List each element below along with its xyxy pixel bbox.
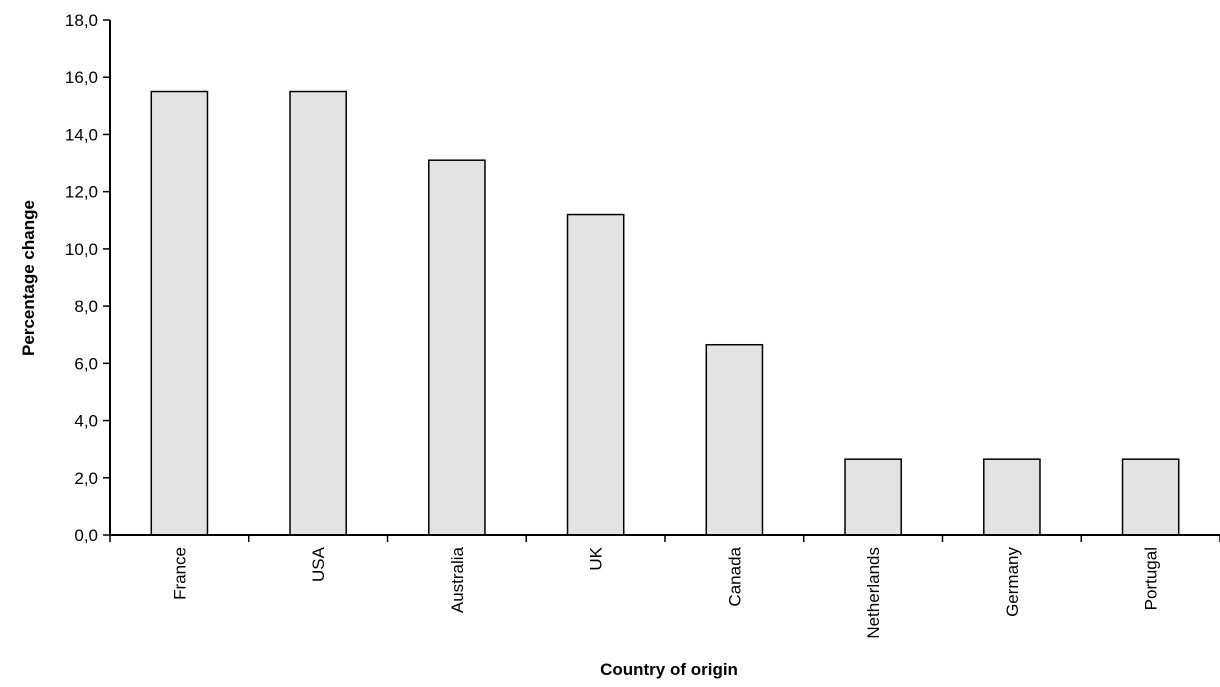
x-category-label: France — [170, 547, 189, 600]
x-category-label: Australia — [448, 546, 467, 613]
x-category-label: Germany — [1003, 547, 1022, 617]
x-category-label: UK — [587, 546, 606, 570]
bar-france — [150, 90, 209, 536]
bar-australia — [428, 159, 486, 536]
bar-portugal — [1121, 458, 1180, 536]
bar-germany — [983, 458, 1041, 536]
x-category-label: Netherlands — [864, 547, 883, 639]
y-tick-label: 10,0 — [65, 240, 98, 259]
y-tick-label: 0,0 — [74, 526, 98, 545]
y-tick-label: 16,0 — [65, 68, 98, 87]
bar-usa — [289, 90, 347, 536]
x-category-label: Portugal — [1142, 547, 1161, 610]
y-tick-label: 2,0 — [74, 469, 98, 488]
bar-uk — [566, 213, 625, 536]
y-tick-label: 14,0 — [65, 125, 98, 144]
x-category-label: Canada — [725, 546, 744, 606]
bar-canada — [705, 343, 764, 536]
y-tick-label: 12,0 — [65, 183, 98, 202]
y-axis-title: Percentage change — [19, 200, 38, 356]
y-tick-label: 6,0 — [74, 354, 98, 373]
y-tick-label: 4,0 — [74, 412, 98, 431]
bars-group — [150, 90, 1180, 536]
axes-group — [109, 20, 1220, 536]
bar-netherlands — [844, 458, 902, 536]
y-tick-label: 8,0 — [74, 297, 98, 316]
x-ticks-group: France USA Australia UK Canada Netherlands Ger… — [109, 535, 1220, 639]
y-ticks-group: 0,0 2,0 4,0 6,0 8,0 10,0 12,0 14,0 16,0 18,0 — [65, 11, 110, 545]
x-category-label: USA — [309, 546, 328, 582]
x-axis-title: Country of origin — [600, 660, 738, 679]
y-tick-label: 18,0 — [65, 11, 98, 30]
